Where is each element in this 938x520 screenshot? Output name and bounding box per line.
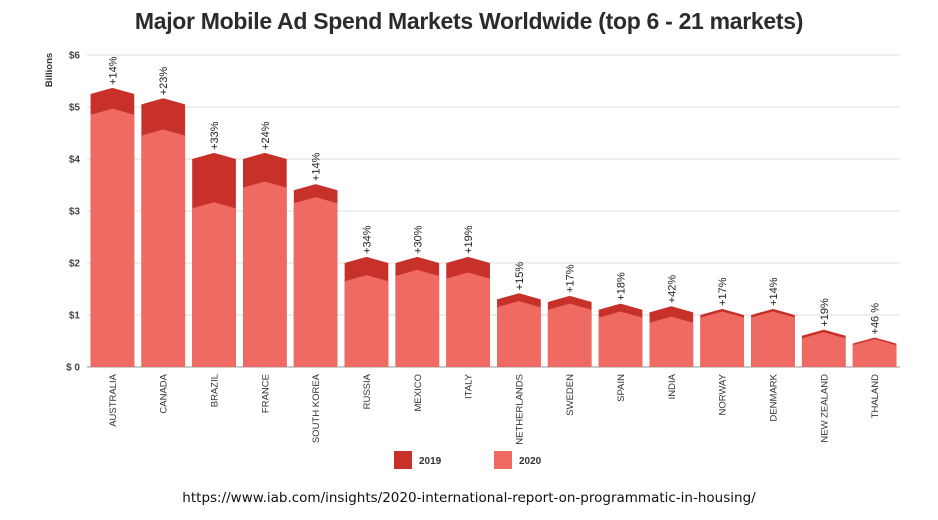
bar-2020-netherlands <box>497 301 541 367</box>
x-axis: AUSTRALIA CANADA BRAZIL FRANCE SOUTH KOREA RU… <box>108 373 881 444</box>
growth-label: +19% <box>819 298 831 327</box>
y-tick-label: $2 <box>69 259 81 270</box>
bar-2020-australia <box>90 108 135 367</box>
growth-label: +42% <box>666 275 678 304</box>
growth-label: +18% <box>616 272 628 301</box>
growth-label: +46 % <box>870 303 882 335</box>
bar-2020-spain <box>598 311 643 367</box>
bar-2020-india <box>649 316 694 367</box>
y-axis-label: Billions <box>44 53 55 87</box>
legend-label-2019: 2019 <box>419 456 442 467</box>
growth-label: +17% <box>565 264 577 293</box>
x-tick-label: NEW ZEALAND <box>819 374 830 443</box>
x-tick-label: FRANCE <box>260 374 271 413</box>
x-tick-label: SOUTH KOREA <box>311 373 322 443</box>
y-tick-label: $4 <box>69 155 81 166</box>
y-tick-label: $3 <box>69 207 81 218</box>
growth-label: +23% <box>158 67 170 96</box>
bars <box>90 87 897 368</box>
x-tick-label: INDIA <box>667 373 678 399</box>
growth-label: +24% <box>260 121 272 150</box>
y-tick-label: $6 <box>69 51 81 62</box>
x-tick-label: SWEDEN <box>565 374 576 416</box>
annotations: +14% +23% +33% +24% +14% +34% +30% +19% +15% +17%… <box>107 56 881 334</box>
x-tick-label: THALAND <box>870 374 881 418</box>
x-tick-label: SPAIN <box>616 374 627 402</box>
source-url: https://www.iab.com/insights/2020-intern… <box>182 490 756 506</box>
growth-label: +33% <box>209 121 221 150</box>
growth-label: +14% <box>107 56 119 85</box>
chart-title: Major Mobile Ad Spend Markets Worldwide … <box>134 8 804 34</box>
y-axis: $ 0 $1 $2 $3 $4 $5 $6 Billions <box>44 51 80 374</box>
bar-2020-italy <box>446 272 490 367</box>
bar-2020-new-zealand <box>801 332 846 367</box>
bar-2020-thaland <box>852 339 897 367</box>
legend: 2019 2020 <box>394 451 542 469</box>
bar-2020-south-korea <box>293 197 338 367</box>
x-tick-label: NORWAY <box>718 373 729 415</box>
legend-label-2020: 2020 <box>519 456 542 467</box>
y-tick-label: $ 0 <box>66 363 80 374</box>
x-tick-label: DENMARK <box>768 373 779 421</box>
legend-swatch-2020 <box>494 451 512 469</box>
bar-2020-denmark <box>751 311 795 367</box>
x-tick-label: MEXICO <box>413 374 424 411</box>
legend-swatch-2019 <box>394 451 412 469</box>
y-tick-label: $5 <box>69 103 81 114</box>
bar-2020-russia <box>344 275 389 367</box>
x-tick-label: RUSSIA <box>362 373 373 409</box>
growth-label: +14% <box>311 152 323 181</box>
growth-label: +14% <box>768 277 780 306</box>
growth-label: +19% <box>463 225 475 254</box>
x-tick-label: BRAZIL <box>210 374 221 407</box>
x-tick-label: ITALY <box>464 373 475 399</box>
bar-2020-sweden <box>547 303 592 367</box>
x-tick-label: CANADA <box>159 373 170 413</box>
chart-area: $ 0 $1 $2 $3 $4 $5 $6 Billions AUSTRALIA CANADA B… <box>44 51 900 469</box>
bar-2020-france <box>242 181 287 367</box>
growth-label: +30% <box>412 225 424 254</box>
x-tick-label: AUSTRALIA <box>108 373 119 426</box>
bar-2020-mexico <box>395 269 440 367</box>
x-tick-label: NETHERLANDS <box>514 374 525 445</box>
growth-label: +34% <box>361 225 373 254</box>
growth-label: +15% <box>514 262 526 291</box>
bar-2020-norway <box>700 311 745 367</box>
bar-2020-canada <box>141 129 186 367</box>
bar-2020-brazil <box>192 202 236 367</box>
growth-label: +17% <box>717 277 729 306</box>
y-tick-label: $1 <box>69 311 81 322</box>
